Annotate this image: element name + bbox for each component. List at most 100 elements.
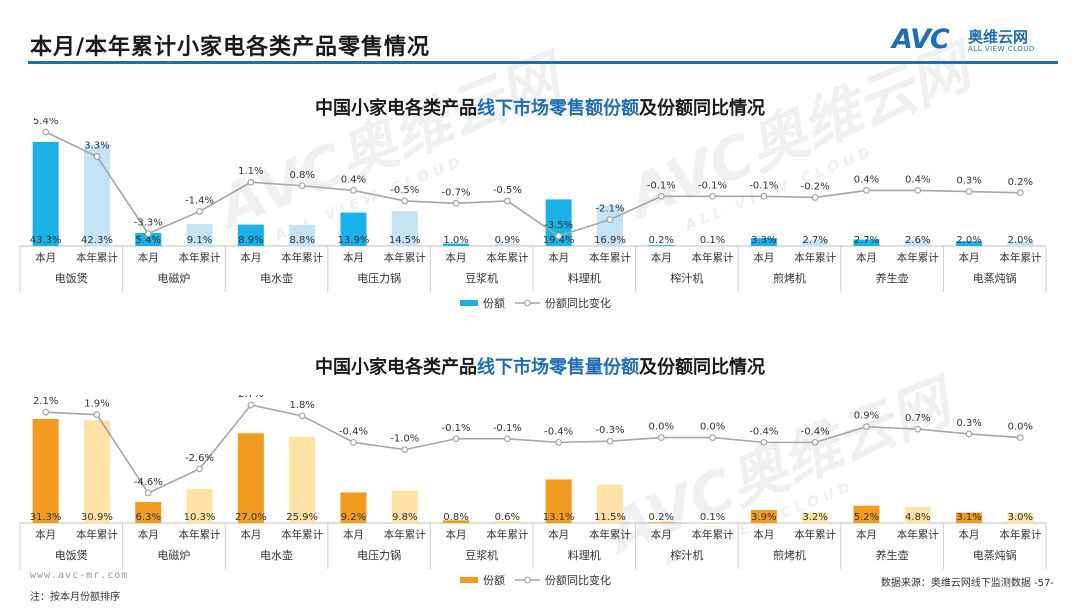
bar-value-label: 14.5%: [389, 235, 421, 246]
bar: [956, 241, 983, 246]
bar: [289, 436, 316, 523]
legend-marker-yoy: [524, 299, 531, 307]
yoy-marker: [606, 216, 614, 224]
bar: [648, 245, 675, 246]
yoy-marker: [350, 187, 357, 194]
bar: [545, 479, 572, 523]
yoy-value-label: 0.7%: [905, 413, 930, 424]
yoy-value-label: -0.4%: [749, 426, 778, 437]
yoy-value-label: 1.8%: [289, 400, 314, 411]
yoy-value-label: -0.1%: [647, 180, 676, 191]
yoy-value-label: 3.3%: [84, 141, 109, 152]
yoy-marker: [709, 434, 716, 441]
bar-value-label: 4.8%: [905, 512, 930, 523]
tick-label: 本年累计: [179, 251, 221, 264]
yoy-marker: [298, 182, 306, 190]
yoy-marker: [401, 197, 409, 205]
yoy-marker: [760, 192, 768, 200]
bar-value-label: 0.9%: [495, 235, 520, 246]
yoy-marker: [452, 199, 460, 207]
bar: [237, 224, 264, 246]
bar: [237, 433, 264, 523]
bar: [340, 492, 367, 523]
bar: [699, 245, 726, 246]
bar: [750, 238, 777, 246]
yoy-value-label: -0.1%: [749, 180, 778, 191]
bar-value-label: 30.9%: [81, 512, 113, 523]
group-label: 电蒸炖锅: [973, 549, 1017, 562]
tick-label: 本月: [548, 251, 569, 264]
yoy-value-label: 0.3%: [956, 176, 981, 187]
bar-value-label: 9.2%: [341, 512, 366, 523]
tick-label: 本年累计: [76, 251, 118, 264]
tick-label: 本年累计: [384, 528, 426, 541]
bar: [596, 484, 623, 523]
tick-label: 本年累计: [692, 251, 734, 264]
yoy-value-label: -4.6%: [134, 477, 163, 488]
tick-label: 本年累计: [794, 251, 836, 264]
tick-label: 本月: [35, 528, 56, 541]
bar-value-label: 13.9%: [338, 235, 370, 246]
legend-label-share: 份额: [483, 297, 505, 310]
bar: [135, 233, 162, 246]
bar-value-label: 2.7%: [802, 235, 827, 246]
yoy-marker: [657, 434, 665, 441]
bar-value-label: 42.3%: [81, 235, 113, 246]
bar-value-label: 3.0%: [1008, 512, 1033, 523]
yoy-value-label: -2.6%: [185, 453, 214, 464]
bar-value-label: 9.1%: [187, 235, 212, 246]
yoy-value-label: -0.1%: [698, 180, 727, 191]
yoy-marker: [811, 438, 819, 446]
chart2-sales-volume-share: 31.3% 本月 30.9% 本年累计 6.3% 本月 10.3% 本年累计 27.0% 本月 25…: [19, 395, 1047, 587]
yoy-value-label: -0.5%: [493, 185, 522, 196]
group-label: 电饭煲: [55, 272, 88, 285]
yoy-marker: [503, 197, 511, 205]
tick-label: 本年累计: [999, 251, 1041, 264]
bar: [32, 142, 59, 246]
yoy-value-label: 0.0%: [700, 422, 725, 433]
yoy-line: [45, 131, 1021, 237]
yoy-value-label: 2.1%: [33, 396, 58, 407]
tick-label: 本月: [446, 251, 467, 264]
bar: [1007, 241, 1034, 246]
yoy-marker: [965, 430, 973, 438]
bar: [699, 522, 726, 523]
yoy-marker: [144, 230, 152, 238]
tick-label: 本月: [651, 251, 672, 264]
group-label: 电压力锅: [357, 272, 401, 285]
tick-label: 本月: [240, 528, 261, 541]
bar-value-label: 43.3%: [30, 235, 62, 246]
tick-label: 本月: [343, 528, 364, 541]
bar: [750, 510, 777, 523]
yoy-marker: [863, 187, 870, 194]
yoy-value-label: -2.1%: [595, 204, 624, 215]
bar: [443, 520, 470, 523]
page-title: 本月/本年累计小家电各类产品零售情况: [30, 35, 431, 60]
bar-value-label: 0.1%: [700, 235, 725, 246]
yoy-marker: [914, 187, 922, 194]
chart1-title: 中国小家电各类产品线下市场零售额份额及份额同比情况: [315, 98, 765, 119]
avc-logo: AVC 奥维云网 ALL VIEW CLOUD: [890, 24, 1060, 60]
bar-value-label: 0.2%: [649, 235, 674, 246]
chart2-title: 中国小家电各类产品线下市场零售量份额及份额同比情况: [315, 357, 765, 378]
bar-value-label: 2.0%: [956, 235, 981, 246]
yoy-marker: [42, 128, 50, 136]
yoy-value-label: -0.4%: [544, 426, 573, 437]
yoy-value-label: -0.4%: [339, 426, 368, 437]
tick-label: 本年累计: [794, 528, 836, 541]
yoy-marker: [1016, 434, 1024, 441]
bar: [956, 512, 983, 523]
tick-label: 本年累计: [179, 528, 221, 541]
legend-label-share: 份额: [483, 574, 505, 587]
bar-value-label: 8.8%: [289, 235, 314, 246]
tick-label: 本年累计: [281, 528, 323, 541]
group-label: 榨汁机: [670, 548, 703, 562]
tick-label: 本月: [651, 528, 672, 541]
yoy-marker: [760, 438, 768, 446]
tick-label: 本月: [753, 251, 774, 264]
yoy-marker: [657, 192, 665, 200]
bar-value-label: 19.4%: [543, 235, 575, 246]
bar: [596, 205, 623, 246]
tick-label: 本年累计: [589, 528, 631, 541]
bar-value-label: 3.1%: [956, 512, 981, 523]
